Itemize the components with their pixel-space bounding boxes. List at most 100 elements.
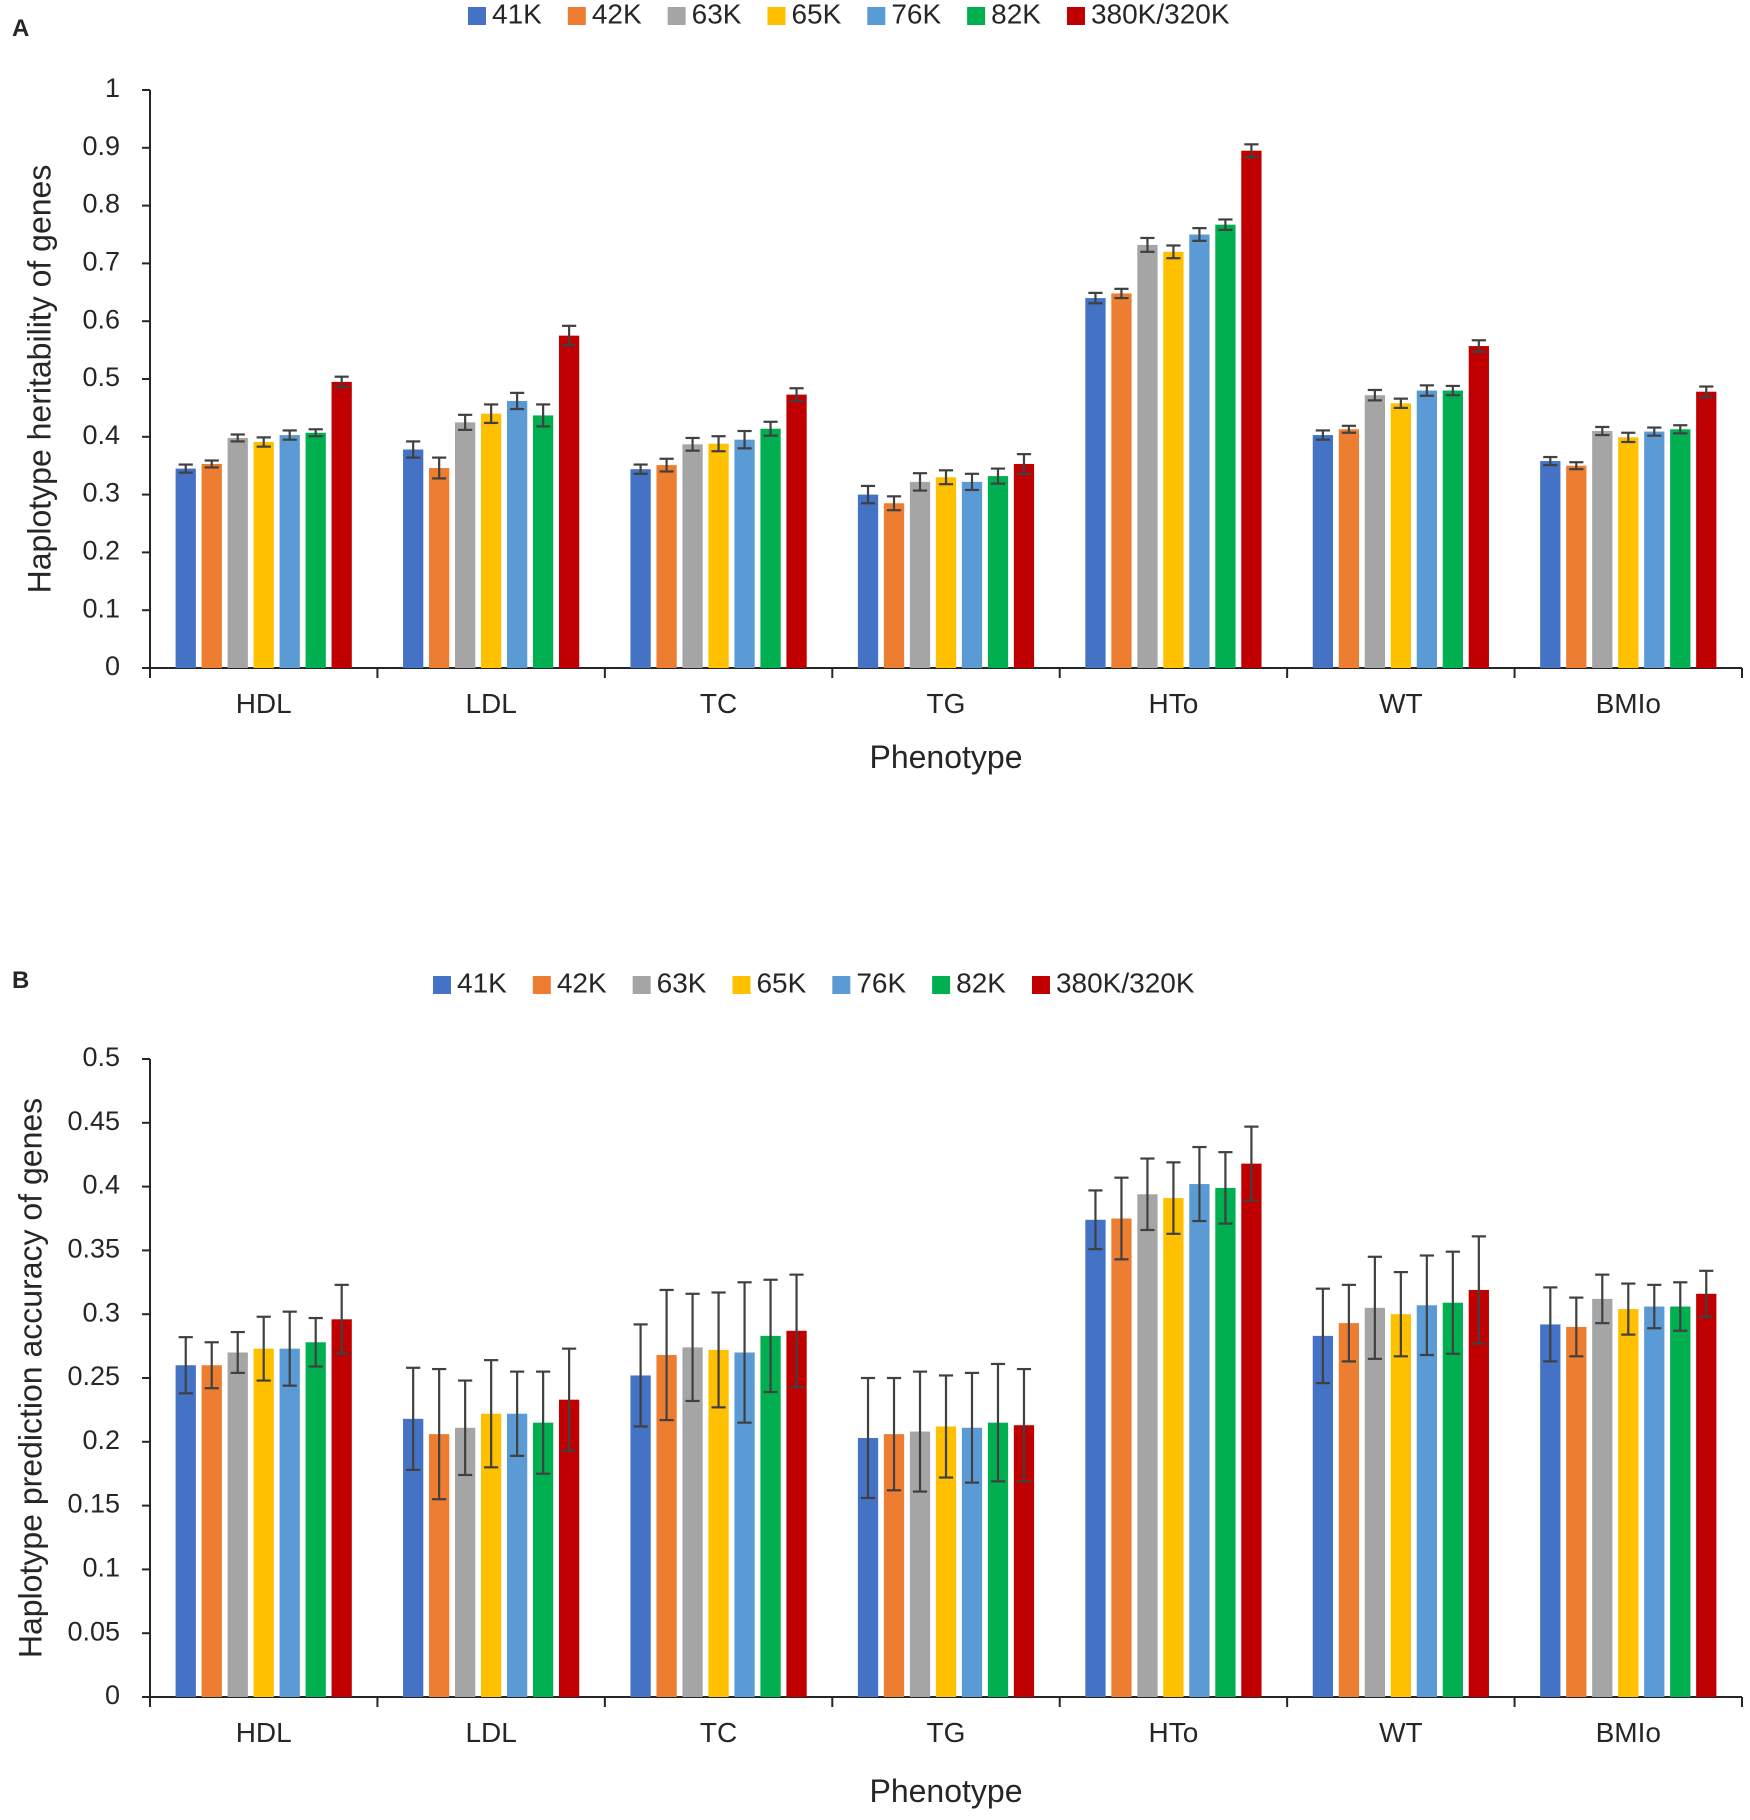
y-tick-label-b: 0.3	[82, 1297, 120, 1327]
bar-42k-hdl-b	[201, 1365, 222, 1697]
bar-82k-wt-b	[1442, 1302, 1463, 1697]
bar-380k-320k-hdl-b	[331, 1319, 352, 1697]
bar-42k-tc-b	[656, 1355, 677, 1697]
bar-76k-ldl-b	[506, 1413, 528, 1697]
bar-63k-wt-b	[1364, 1307, 1386, 1697]
y-tick-label-a: 0.9	[82, 131, 120, 161]
bar-82k-bmio-a	[1670, 429, 1691, 668]
bar-42k-bmio-b	[1566, 1326, 1587, 1697]
legend-label-63k-b: 63K	[657, 967, 707, 998]
bar-76k-hdl-a	[279, 435, 300, 668]
legend-label-63k-a: 63K	[692, 0, 742, 29]
bar-82k-hto-a	[1215, 224, 1236, 668]
bar-82k-hdl-a	[305, 432, 326, 668]
bar-76k-tc-b	[734, 1352, 755, 1697]
bar-380k-320k-ldl-b	[558, 1399, 580, 1697]
bar-76k-hto-b	[1189, 1184, 1210, 1697]
bar-76k-tg-b	[961, 1427, 983, 1697]
bar-63k-ldl-b	[455, 1427, 476, 1697]
y-tick-label-a: 0.5	[82, 362, 120, 392]
category-label-hto-a: HTo	[1149, 688, 1199, 719]
legend-label-380k-320k-a: 380K/320K	[1091, 0, 1230, 29]
bar-82k-tc-a	[760, 428, 781, 668]
legend-label-41k-a: 41K	[492, 0, 542, 29]
bar-65k-hto-a	[1163, 251, 1184, 668]
bar-65k-tc-a	[708, 443, 729, 668]
legend-swatch-82k-a	[967, 7, 986, 25]
bar-41k-hdl-b	[175, 1365, 196, 1697]
legend-label-380k-320k-b: 380K/320K	[1056, 967, 1195, 998]
bar-82k-wt-a	[1442, 390, 1463, 668]
bar-82k-hto-b	[1215, 1187, 1236, 1697]
y-tick-label-b: 0.5	[82, 1042, 120, 1072]
category-label-tc-a: TC	[700, 688, 737, 719]
bar-82k-tc-b	[760, 1335, 781, 1697]
bar-76k-hto-a	[1189, 234, 1210, 668]
legend-swatch-65k-a	[767, 7, 786, 25]
bar-63k-hto-a	[1137, 244, 1158, 669]
bar-63k-hto-b	[1137, 1194, 1158, 1697]
legend-swatch-42k-a	[567, 7, 586, 25]
bar-82k-tg-a	[987, 476, 1009, 668]
category-label-hdl-a: HDL	[236, 688, 292, 719]
bar-41k-bmio-b	[1540, 1324, 1561, 1697]
bar-380k-320k-hdl-a	[331, 381, 352, 668]
bar-76k-bmio-b	[1644, 1306, 1665, 1697]
bar-42k-hto-a	[1111, 293, 1132, 668]
category-label-tg-b: TG	[927, 1717, 966, 1748]
y-tick-label-b: 0.45	[67, 1106, 120, 1136]
bar-63k-hdl-b	[227, 1352, 248, 1697]
bar-380k-320k-tc-b	[786, 1330, 807, 1697]
panel-label-a: A	[12, 15, 29, 42]
bar-76k-ldl-a	[506, 400, 528, 668]
bar-63k-bmio-b	[1592, 1298, 1613, 1697]
y-tick-label-a: 1	[105, 73, 120, 103]
bar-65k-tc-b	[708, 1349, 729, 1697]
bar-82k-hdl-b	[305, 1342, 326, 1697]
bar-76k-tc-a	[734, 439, 755, 668]
panel-label-b: B	[12, 967, 29, 994]
bar-65k-tg-a	[935, 477, 957, 668]
bar-380k-320k-tg-b	[1013, 1425, 1035, 1697]
y-tick-label-a: 0	[105, 651, 120, 681]
bar-42k-wt-a	[1338, 429, 1360, 668]
chart-panel-a: A 41K 42K 63K 65K 76K 82K 380K/320K 0 0.1 0.2 0.3…	[0, 0, 1750, 800]
bar-41k-ldl-b	[403, 1418, 424, 1697]
legend-label-76k-a: 76K	[891, 0, 941, 29]
bar-380k-320k-bmio-a	[1696, 391, 1717, 668]
y-tick-label-a: 0.6	[82, 304, 120, 334]
bar-65k-bmio-a	[1618, 437, 1639, 668]
y-tick-label-b: 0.15	[67, 1489, 120, 1519]
legend-label-76k-b: 76K	[856, 967, 906, 998]
axes-b: 0 0.05 0.1 0.15 0.2 0.25 0.3 0.35 0.4 0.45 0.5 HDL L…	[67, 1042, 1743, 1748]
y-tick-label-a: 0.1	[82, 593, 120, 623]
y-tick-label-b: 0.2	[82, 1425, 120, 1455]
category-label-wt-a: WT	[1379, 688, 1423, 719]
y-axis-label-a: Haplotype heritability of genes	[21, 165, 57, 594]
y-tick-label-b: 0.05	[67, 1616, 120, 1646]
bar-65k-hdl-a	[253, 442, 274, 668]
bar-42k-tg-b	[883, 1434, 905, 1697]
y-tick-label-b: 0.25	[67, 1361, 120, 1391]
category-label-tg-a: TG	[927, 688, 966, 719]
y-tick-label-a: 0.2	[82, 536, 120, 566]
bar-41k-bmio-a	[1540, 461, 1561, 668]
legend-swatch-63k-b	[632, 976, 651, 994]
y-axis-label-b: Haplotype prediction accuracy of genes	[12, 1098, 48, 1658]
bar-63k-hdl-a	[227, 437, 248, 668]
bar-65k-wt-a	[1390, 403, 1411, 668]
legend-swatch-41k-a	[468, 7, 486, 25]
category-label-bmio-b: BMIo	[1596, 1717, 1661, 1748]
bar-380k-320k-tg-a	[1013, 463, 1035, 668]
bar-41k-hdl-a	[175, 468, 196, 668]
bar-76k-wt-a	[1416, 390, 1437, 668]
bar-76k-wt-b	[1416, 1305, 1437, 1697]
category-label-hdl-b: HDL	[236, 1717, 292, 1748]
bar-42k-wt-b	[1338, 1323, 1360, 1697]
bar-41k-wt-a	[1312, 435, 1334, 668]
bar-380k-320k-hto-a	[1241, 150, 1262, 668]
bar-82k-ldl-b	[532, 1422, 554, 1697]
bars-a	[175, 143, 1717, 669]
y-tick-label-a: 0.8	[82, 189, 120, 219]
bar-63k-wt-a	[1364, 395, 1386, 668]
